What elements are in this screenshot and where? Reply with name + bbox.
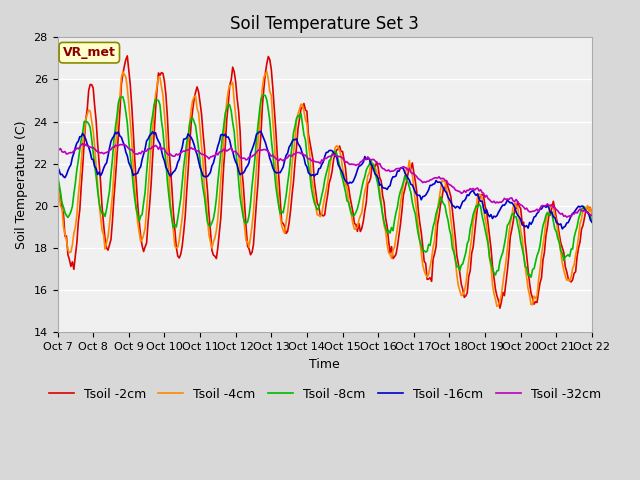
Tsoil -4cm (588, 213, 596, 219)
Tsoil -16cm (257, 129, 265, 134)
Tsoil -4cm (525, 292, 533, 298)
Tsoil -4cm (153, 84, 161, 89)
Tsoil -8cm (260, 92, 268, 98)
Tsoil -16cm (559, 226, 566, 232)
Tsoil -16cm (54, 164, 61, 170)
Tsoil -16cm (378, 181, 385, 187)
Tsoil -32cm (524, 208, 532, 214)
Tsoil -4cm (68, 242, 76, 248)
Tsoil -32cm (360, 157, 367, 163)
Tsoil -2cm (68, 259, 76, 265)
Tsoil -8cm (360, 178, 367, 184)
Tsoil -8cm (378, 202, 385, 208)
Tsoil -16cm (524, 225, 532, 231)
Tsoil -4cm (360, 197, 367, 203)
Tsoil -32cm (588, 213, 596, 218)
Y-axis label: Soil Temperature (C): Soil Temperature (C) (15, 120, 28, 249)
Tsoil -32cm (54, 145, 61, 151)
Tsoil -16cm (389, 174, 397, 180)
Line: Tsoil -32cm: Tsoil -32cm (58, 144, 592, 217)
Tsoil -32cm (155, 146, 163, 152)
Tsoil -2cm (378, 178, 385, 184)
Tsoil -8cm (68, 204, 76, 209)
Tsoil -2cm (360, 218, 367, 224)
Tsoil -2cm (389, 256, 397, 262)
Tsoil -8cm (389, 228, 397, 234)
Tsoil -16cm (360, 159, 367, 165)
Tsoil -8cm (54, 171, 61, 177)
Tsoil -16cm (68, 155, 76, 160)
Line: Tsoil -8cm: Tsoil -8cm (58, 95, 592, 277)
Tsoil -2cm (54, 173, 61, 179)
Tsoil -4cm (378, 197, 385, 203)
Tsoil -8cm (153, 97, 161, 103)
Text: VR_met: VR_met (63, 46, 116, 59)
Tsoil -32cm (563, 214, 570, 220)
Tsoil -8cm (527, 275, 535, 280)
Line: Tsoil -2cm: Tsoil -2cm (58, 56, 592, 308)
Tsoil -2cm (496, 305, 504, 311)
Tsoil -2cm (588, 209, 596, 215)
Line: Tsoil -4cm: Tsoil -4cm (58, 72, 592, 306)
Tsoil -4cm (493, 303, 500, 309)
Tsoil -2cm (124, 53, 131, 59)
Line: Tsoil -16cm: Tsoil -16cm (58, 132, 592, 229)
X-axis label: Time: Time (309, 358, 340, 371)
Title: Soil Temperature Set 3: Soil Temperature Set 3 (230, 15, 419, 33)
Tsoil -16cm (153, 135, 161, 141)
Tsoil -16cm (588, 219, 596, 225)
Tsoil -32cm (389, 168, 397, 174)
Tsoil -32cm (68, 150, 76, 156)
Tsoil -8cm (524, 273, 532, 278)
Tsoil -32cm (79, 141, 86, 146)
Tsoil -4cm (263, 69, 271, 74)
Tsoil -2cm (525, 280, 533, 286)
Legend: Tsoil -2cm, Tsoil -4cm, Tsoil -8cm, Tsoil -16cm, Tsoil -32cm: Tsoil -2cm, Tsoil -4cm, Tsoil -8cm, Tsoi… (44, 383, 606, 406)
Tsoil -4cm (389, 248, 397, 253)
Tsoil -8cm (588, 219, 596, 225)
Tsoil -4cm (54, 183, 61, 189)
Tsoil -2cm (155, 70, 163, 76)
Tsoil -32cm (378, 164, 385, 169)
